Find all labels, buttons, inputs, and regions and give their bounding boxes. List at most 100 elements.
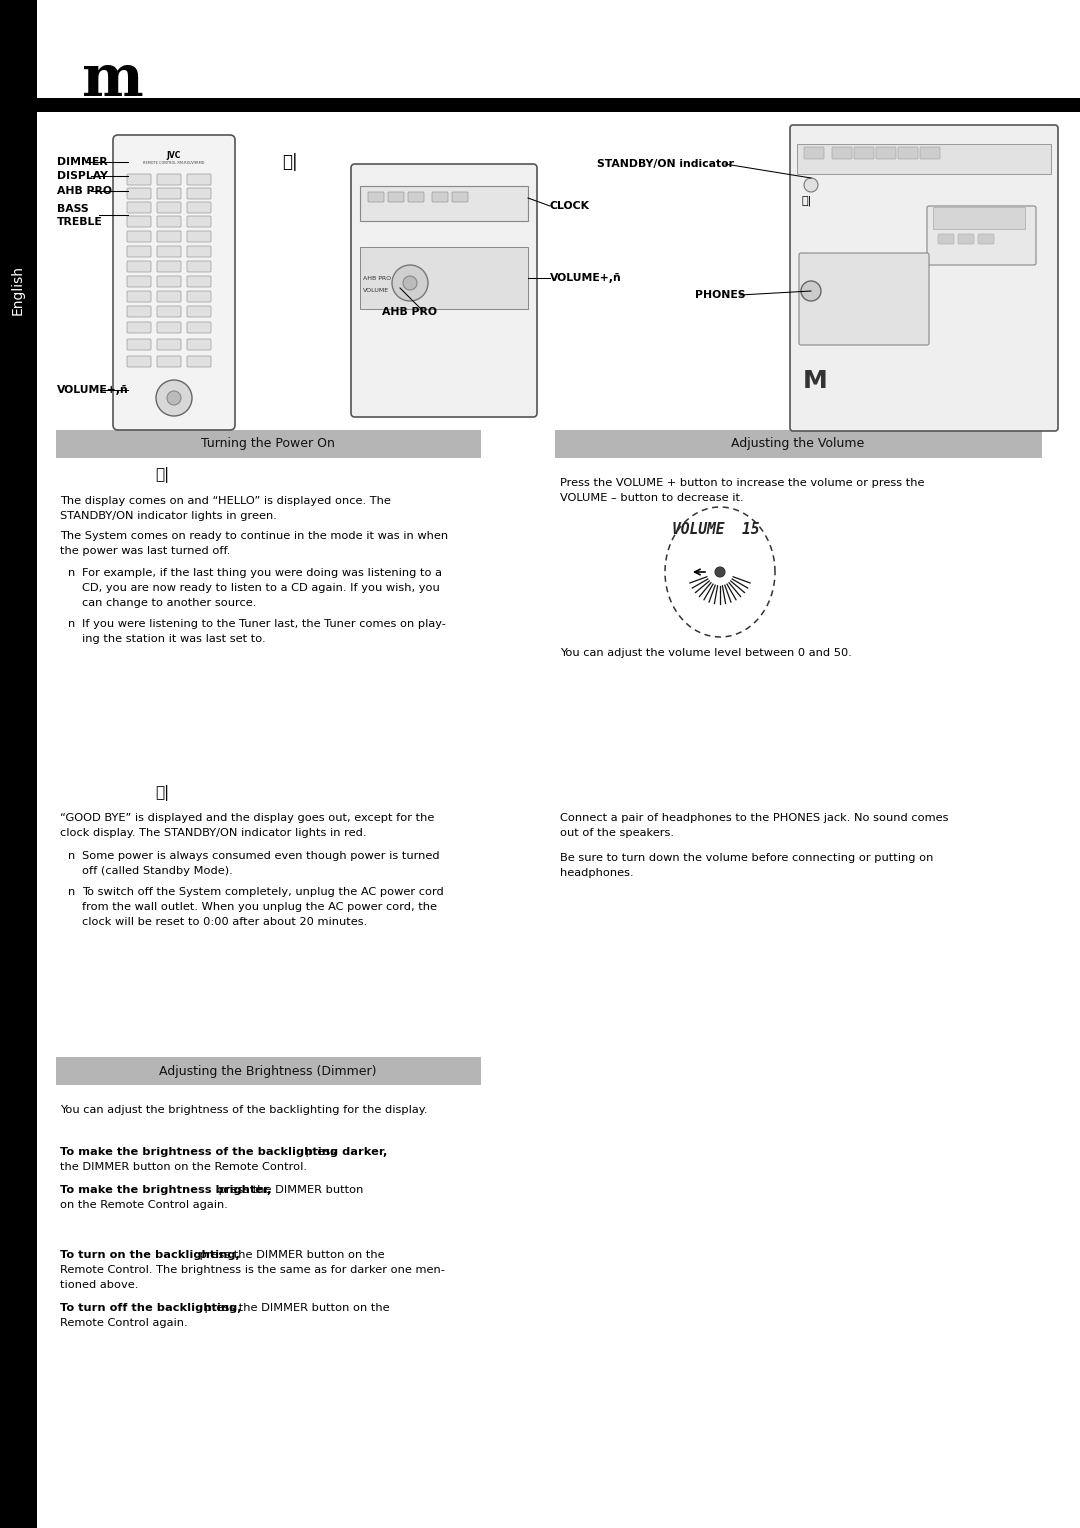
- FancyBboxPatch shape: [832, 147, 852, 159]
- FancyBboxPatch shape: [127, 290, 151, 303]
- FancyBboxPatch shape: [804, 147, 824, 159]
- Circle shape: [403, 277, 417, 290]
- Text: the DIMMER button on the Remote Control.: the DIMMER button on the Remote Control.: [60, 1161, 307, 1172]
- FancyBboxPatch shape: [360, 248, 528, 309]
- FancyBboxPatch shape: [388, 193, 404, 202]
- Text: clock display. The STANDBY/ON indicator lights in red.: clock display. The STANDBY/ON indicator …: [60, 828, 366, 837]
- Text: AHB PRO: AHB PRO: [363, 275, 391, 281]
- FancyBboxPatch shape: [187, 261, 211, 272]
- FancyBboxPatch shape: [157, 231, 181, 241]
- FancyBboxPatch shape: [157, 356, 181, 367]
- Circle shape: [804, 177, 818, 193]
- FancyBboxPatch shape: [113, 134, 235, 429]
- Text: n: n: [68, 568, 76, 578]
- Text: VOLUME  15: VOLUME 15: [672, 523, 759, 536]
- Text: TREBLE: TREBLE: [57, 217, 103, 228]
- Text: To turn off the backlighting,: To turn off the backlighting,: [60, 1303, 242, 1313]
- FancyBboxPatch shape: [127, 231, 151, 241]
- Text: ⏻|: ⏻|: [154, 468, 170, 483]
- Text: CD, you are now ready to listen to a CD again. If you wish, you: CD, you are now ready to listen to a CD …: [82, 584, 440, 593]
- FancyBboxPatch shape: [127, 339, 151, 350]
- FancyBboxPatch shape: [157, 246, 181, 257]
- FancyBboxPatch shape: [127, 246, 151, 257]
- Text: To make the brightness brighter,: To make the brightness brighter,: [60, 1186, 271, 1195]
- Text: press the DIMMER button: press the DIMMER button: [215, 1186, 364, 1195]
- Text: BASS: BASS: [57, 205, 89, 214]
- Text: M: M: [802, 368, 827, 393]
- FancyBboxPatch shape: [933, 206, 1025, 229]
- FancyBboxPatch shape: [157, 277, 181, 287]
- Text: Be sure to turn down the volume before connecting or putting on: Be sure to turn down the volume before c…: [561, 853, 933, 863]
- Text: VOLUME – button to decrease it.: VOLUME – button to decrease it.: [561, 494, 744, 503]
- FancyBboxPatch shape: [127, 261, 151, 272]
- Text: DISPLAY: DISPLAY: [57, 171, 108, 180]
- Text: You can adjust the brightness of the backlighting for the display.: You can adjust the brightness of the bac…: [60, 1105, 428, 1115]
- FancyBboxPatch shape: [958, 234, 974, 244]
- FancyBboxPatch shape: [187, 356, 211, 367]
- FancyBboxPatch shape: [157, 322, 181, 333]
- Text: If you were listening to the Tuner last, the Tuner comes on play-: If you were listening to the Tuner last,…: [82, 619, 446, 630]
- Text: CLOCK: CLOCK: [550, 202, 590, 211]
- FancyBboxPatch shape: [157, 306, 181, 316]
- FancyBboxPatch shape: [187, 231, 211, 241]
- FancyBboxPatch shape: [927, 206, 1036, 264]
- Circle shape: [167, 391, 181, 405]
- FancyBboxPatch shape: [799, 254, 929, 345]
- Text: The System comes on ready to continue in the mode it was in when: The System comes on ready to continue in…: [60, 532, 448, 541]
- Text: Remote Control. The brightness is the same as for darker one men-: Remote Control. The brightness is the sa…: [60, 1265, 445, 1274]
- Text: Press the VOLUME + button to increase the volume or press the: Press the VOLUME + button to increase th…: [561, 478, 924, 487]
- Bar: [555, 429, 1042, 458]
- Text: press the DIMMER button on the: press the DIMMER button on the: [201, 1303, 389, 1313]
- FancyBboxPatch shape: [187, 202, 211, 212]
- FancyBboxPatch shape: [897, 147, 918, 159]
- Text: press: press: [302, 1148, 337, 1157]
- Text: press the DIMMER button on the: press the DIMMER button on the: [195, 1250, 384, 1261]
- FancyBboxPatch shape: [453, 193, 468, 202]
- FancyBboxPatch shape: [408, 193, 424, 202]
- FancyBboxPatch shape: [187, 246, 211, 257]
- Text: AHB PRO: AHB PRO: [57, 186, 112, 196]
- Text: can change to another source.: can change to another source.: [82, 597, 256, 608]
- FancyBboxPatch shape: [432, 193, 448, 202]
- Text: Turning the Power On: Turning the Power On: [201, 437, 335, 451]
- Text: REMOTE CONTROL RM-RXUV9RMD: REMOTE CONTROL RM-RXUV9RMD: [144, 160, 205, 165]
- Text: tioned above.: tioned above.: [60, 1280, 138, 1290]
- Text: Adjusting the Brightness (Dimmer): Adjusting the Brightness (Dimmer): [159, 1065, 377, 1077]
- Text: “GOOD BYE” is displayed and the display goes out, except for the: “GOOD BYE” is displayed and the display …: [60, 813, 434, 824]
- Text: To turn on the backlighting,: To turn on the backlighting,: [60, 1250, 240, 1261]
- Bar: [56, 429, 481, 458]
- Text: JVC: JVC: [166, 150, 181, 159]
- FancyBboxPatch shape: [157, 261, 181, 272]
- FancyBboxPatch shape: [797, 144, 1051, 174]
- FancyBboxPatch shape: [187, 306, 211, 316]
- Text: VOLUME+,ñ: VOLUME+,ñ: [550, 274, 622, 283]
- Text: off (called Standby Mode).: off (called Standby Mode).: [82, 866, 233, 876]
- Text: Remote Control again.: Remote Control again.: [60, 1319, 188, 1328]
- Text: the power was last turned off.: the power was last turned off.: [60, 545, 230, 556]
- FancyBboxPatch shape: [939, 234, 954, 244]
- Circle shape: [156, 380, 192, 416]
- FancyBboxPatch shape: [920, 147, 940, 159]
- Text: Connect a pair of headphones to the PHONES jack. No sound comes: Connect a pair of headphones to the PHON…: [561, 813, 948, 824]
- FancyBboxPatch shape: [157, 174, 181, 185]
- FancyBboxPatch shape: [351, 163, 537, 417]
- FancyBboxPatch shape: [360, 186, 528, 222]
- Text: Adjusting the Volume: Adjusting the Volume: [731, 437, 865, 451]
- Text: from the wall outlet. When you unplug the AC power cord, the: from the wall outlet. When you unplug th…: [82, 902, 437, 912]
- Bar: [56, 1057, 481, 1085]
- Text: STANDBY/ON indicator lights in green.: STANDBY/ON indicator lights in green.: [60, 510, 276, 521]
- Text: headphones.: headphones.: [561, 868, 634, 879]
- FancyBboxPatch shape: [187, 339, 211, 350]
- Text: PHONES: PHONES: [696, 290, 745, 299]
- Text: ⏻|: ⏻|: [282, 153, 298, 171]
- Text: STANDBY/ON indicator: STANDBY/ON indicator: [597, 159, 734, 170]
- FancyBboxPatch shape: [127, 356, 151, 367]
- Text: Some power is always consumed even though power is turned: Some power is always consumed even thoug…: [82, 851, 440, 860]
- Bar: [0, 0, 37, 1528]
- FancyBboxPatch shape: [127, 277, 151, 287]
- Text: n: n: [68, 886, 76, 897]
- FancyBboxPatch shape: [187, 290, 211, 303]
- Text: AHB PRO: AHB PRO: [382, 307, 437, 316]
- Text: clock will be reset to 0:00 after about 20 minutes.: clock will be reset to 0:00 after about …: [82, 917, 367, 927]
- FancyBboxPatch shape: [187, 188, 211, 199]
